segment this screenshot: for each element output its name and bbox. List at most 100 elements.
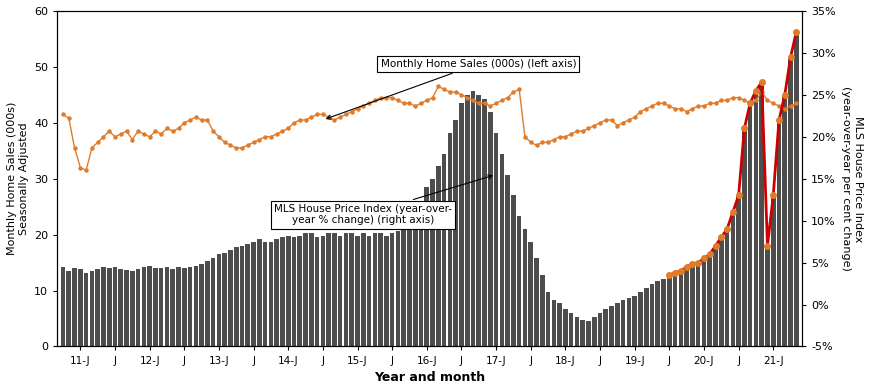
- Text: MLS House Price Index (year-over-
year % change) (right axis): MLS House Price Index (year-over- year %…: [274, 175, 492, 226]
- Bar: [372, 233, 376, 346]
- Bar: [205, 261, 209, 346]
- Bar: [505, 174, 509, 346]
- Bar: [222, 253, 227, 346]
- Bar: [280, 237, 284, 346]
- Bar: [568, 313, 573, 346]
- Bar: [107, 269, 111, 346]
- Bar: [66, 271, 71, 346]
- Bar: [308, 233, 313, 346]
- Bar: [591, 317, 596, 346]
- Bar: [759, 82, 763, 346]
- Bar: [672, 273, 677, 346]
- Bar: [689, 264, 694, 346]
- Bar: [684, 267, 688, 346]
- Bar: [527, 242, 533, 346]
- Bar: [407, 225, 411, 346]
- X-axis label: Year and month: Year and month: [374, 371, 485, 384]
- Bar: [182, 267, 186, 346]
- Bar: [61, 267, 65, 346]
- Bar: [401, 229, 406, 346]
- Bar: [476, 95, 481, 346]
- Bar: [586, 321, 590, 346]
- Bar: [78, 269, 83, 346]
- Bar: [349, 233, 354, 346]
- Bar: [499, 154, 504, 346]
- Bar: [447, 133, 452, 346]
- Bar: [153, 267, 157, 346]
- Bar: [730, 212, 734, 346]
- Bar: [256, 239, 262, 346]
- Bar: [700, 258, 706, 346]
- Bar: [159, 269, 163, 346]
- Bar: [262, 242, 267, 346]
- Bar: [389, 233, 394, 346]
- Bar: [741, 128, 746, 346]
- Y-axis label: MLS House Price Index
(year-over-year per cent change): MLS House Price Index (year-over-year pe…: [840, 86, 862, 271]
- Bar: [597, 313, 601, 346]
- Bar: [124, 270, 129, 346]
- Bar: [136, 269, 140, 346]
- Bar: [129, 271, 135, 346]
- Bar: [654, 281, 660, 346]
- Bar: [315, 237, 319, 346]
- Bar: [303, 233, 308, 346]
- Bar: [383, 236, 388, 346]
- Bar: [164, 267, 169, 346]
- Bar: [534, 258, 538, 346]
- Bar: [793, 32, 798, 346]
- Bar: [620, 300, 625, 346]
- Bar: [430, 179, 434, 346]
- Bar: [96, 269, 100, 346]
- Bar: [216, 254, 221, 346]
- Bar: [251, 242, 255, 346]
- Bar: [228, 250, 233, 346]
- Bar: [367, 236, 371, 346]
- Bar: [286, 236, 290, 346]
- Bar: [747, 103, 752, 346]
- Bar: [494, 133, 498, 346]
- Bar: [660, 279, 665, 346]
- Bar: [781, 95, 786, 346]
- Bar: [210, 258, 216, 346]
- Bar: [735, 196, 740, 346]
- Bar: [297, 236, 302, 346]
- Bar: [320, 236, 325, 346]
- Bar: [770, 196, 774, 346]
- Bar: [562, 309, 567, 346]
- Bar: [637, 292, 642, 346]
- Bar: [453, 120, 457, 346]
- Bar: [245, 244, 249, 346]
- Bar: [176, 267, 181, 346]
- Bar: [632, 296, 636, 346]
- Bar: [337, 236, 342, 346]
- Bar: [142, 267, 146, 346]
- Bar: [435, 166, 441, 346]
- Bar: [510, 196, 515, 346]
- Bar: [147, 266, 152, 346]
- Bar: [557, 303, 561, 346]
- Bar: [113, 267, 117, 346]
- Bar: [516, 217, 521, 346]
- Bar: [695, 263, 700, 346]
- Bar: [361, 233, 365, 346]
- Bar: [488, 111, 492, 346]
- Bar: [776, 120, 780, 346]
- Text: Monthly Home Sales (000s) (left axis): Monthly Home Sales (000s) (left axis): [326, 59, 575, 119]
- Bar: [580, 319, 584, 346]
- Bar: [378, 233, 382, 346]
- Bar: [678, 271, 682, 346]
- Bar: [90, 271, 94, 346]
- Bar: [753, 91, 758, 346]
- Bar: [724, 229, 728, 346]
- Bar: [459, 103, 463, 346]
- Bar: [787, 57, 792, 346]
- Bar: [188, 267, 192, 346]
- Bar: [614, 303, 619, 346]
- Bar: [240, 246, 244, 346]
- Bar: [199, 264, 203, 346]
- Bar: [626, 298, 631, 346]
- Bar: [765, 246, 769, 346]
- Bar: [470, 91, 474, 346]
- Bar: [441, 154, 446, 346]
- Bar: [603, 309, 607, 346]
